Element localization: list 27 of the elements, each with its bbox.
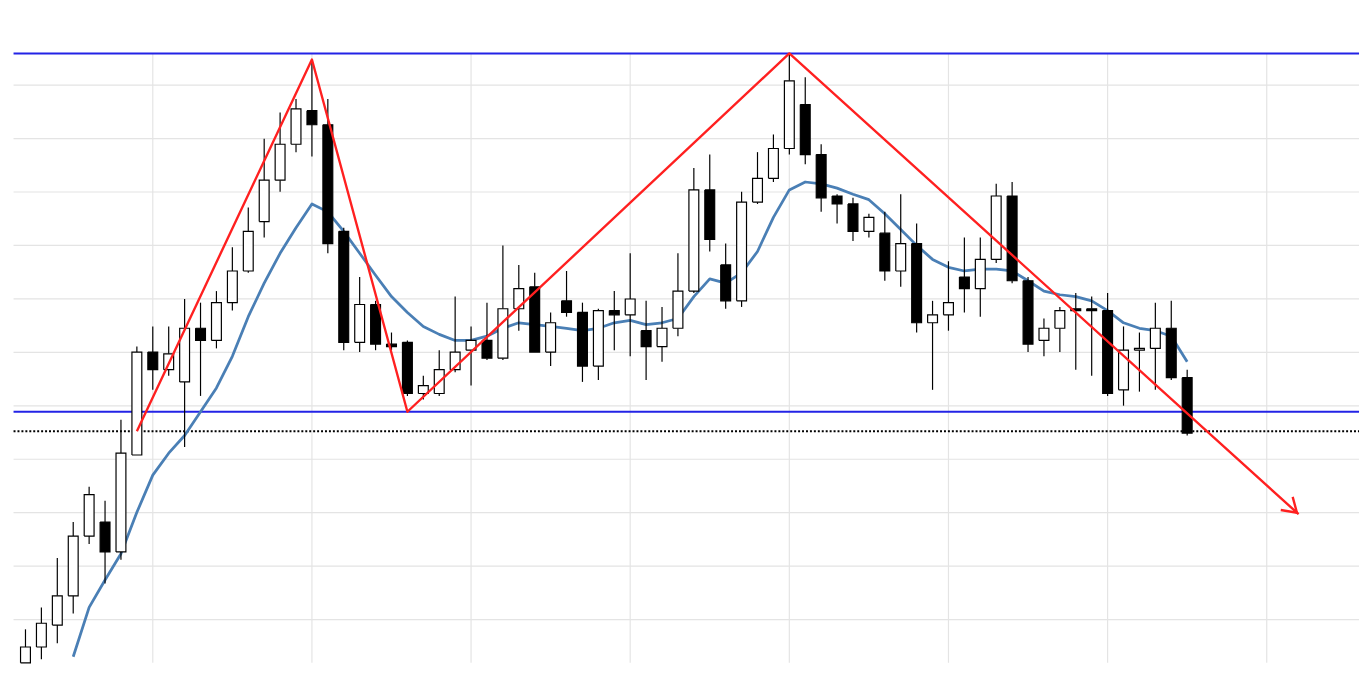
candlestick xyxy=(1006,181,1018,284)
candlestick xyxy=(1054,306,1066,353)
candlestick xyxy=(497,244,509,361)
candlestick xyxy=(195,301,207,397)
candlestick xyxy=(147,325,159,391)
candlestick xyxy=(863,212,875,238)
candlestick xyxy=(481,301,493,361)
candlestick xyxy=(672,252,684,337)
candlestick xyxy=(1149,301,1161,391)
candlestick xyxy=(608,290,620,351)
candlestick xyxy=(290,98,302,153)
candlestick xyxy=(958,236,970,313)
candlestick xyxy=(465,325,477,386)
candlestick xyxy=(831,193,843,224)
candlestick xyxy=(1022,276,1034,353)
candlestick xyxy=(83,485,95,545)
candlestick xyxy=(974,236,986,318)
candlestick xyxy=(624,252,636,357)
candlestick xyxy=(306,58,318,157)
candlestick xyxy=(847,197,859,242)
candlestick xyxy=(1038,317,1050,357)
candlestick xyxy=(513,264,525,332)
candlestick xyxy=(99,499,111,585)
candlestick xyxy=(656,306,668,363)
candlestick xyxy=(640,300,652,381)
candlestick xyxy=(51,557,63,644)
candlestick xyxy=(274,111,286,193)
